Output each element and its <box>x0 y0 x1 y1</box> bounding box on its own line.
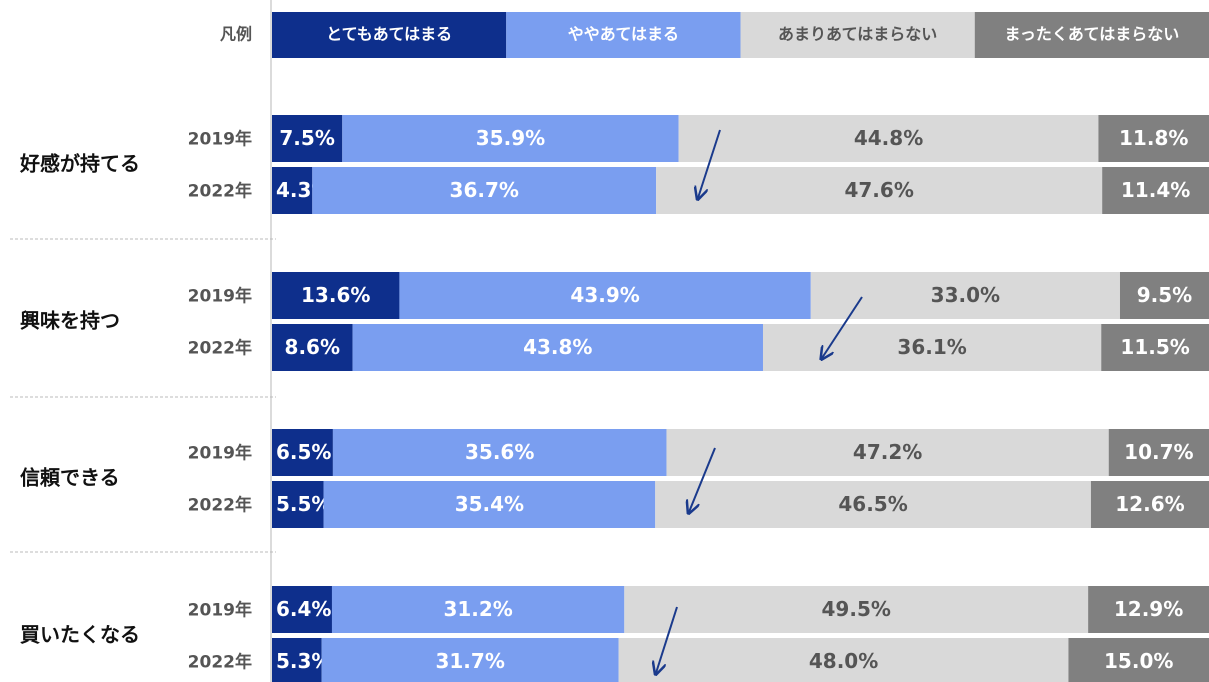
bar-segment <box>272 481 324 528</box>
data-label: 44.8% <box>854 126 923 150</box>
y-tick-label: 2022年 <box>188 181 252 202</box>
bar-segment <box>666 429 1109 476</box>
data-label: 43.9% <box>570 283 639 307</box>
data-label: 5.5% <box>276 492 331 516</box>
y-tick-label: 2022年 <box>188 495 252 516</box>
bar-segment <box>1090 481 1209 528</box>
marks: とてもあてはまる ややあてはまる あまりあてはまらない まったくあてはまらない好感が持… <box>19 12 1209 682</box>
bar-segment <box>1088 586 1209 633</box>
y-tick-label: 2022年 <box>188 652 252 673</box>
data-label: 36.7% <box>450 178 519 202</box>
legend-label: あまりあてはまらない <box>778 25 937 44</box>
group-label: 興味を持つ <box>20 309 120 333</box>
bar-segment <box>272 429 333 476</box>
arrow <box>656 606 678 673</box>
y-tick-label: 2022年 <box>188 338 252 359</box>
bar-segment <box>618 638 1069 682</box>
bar-segment <box>272 167 313 214</box>
bar-segment <box>352 324 763 371</box>
data-label: 8.6% <box>285 335 340 359</box>
bar-segment <box>1102 167 1209 214</box>
data-label: 15.0% <box>1104 649 1173 673</box>
data-label: 35.6% <box>465 440 534 464</box>
bar-segment <box>1098 115 1209 162</box>
y-tick-label: 2019年 <box>188 286 252 307</box>
bar-segment <box>678 115 1099 162</box>
bar-segment <box>272 586 332 633</box>
data-label: 49.5% <box>822 597 891 621</box>
legend-label: まったくあてはまらない <box>1005 25 1180 44</box>
bar-segment <box>272 115 343 162</box>
legend-swatch <box>974 12 1209 58</box>
bar-segment <box>331 586 625 633</box>
data-label: 35.4% <box>455 492 524 516</box>
legend-label: ややあてはまる <box>568 25 679 44</box>
data-label: 43.8% <box>523 335 592 359</box>
data-label: 36.1% <box>897 335 966 359</box>
legend-swatch <box>272 12 507 58</box>
bar-segment <box>810 272 1120 319</box>
data-label: 7.5% <box>279 126 334 150</box>
data-label: 31.2% <box>443 597 512 621</box>
data-label: 46.5% <box>838 492 907 516</box>
bar-segment <box>272 272 400 319</box>
data-label: 9.5% <box>1137 283 1192 307</box>
legend-label: とてもあてはまる <box>326 25 452 44</box>
data-label: 11.8% <box>1119 126 1188 150</box>
data-label: 6.5% <box>276 440 331 464</box>
bar-segment <box>312 167 657 214</box>
data-label: 33.0% <box>931 283 1000 307</box>
data-label: 12.6% <box>1115 492 1184 516</box>
bar-segment <box>1101 324 1209 371</box>
separators <box>10 238 276 553</box>
bar-segment <box>399 272 811 319</box>
y-tick-label: 2019年 <box>188 600 252 621</box>
legend-swatch <box>506 12 741 58</box>
data-label: 35.9% <box>476 126 545 150</box>
bar-segment <box>332 429 667 476</box>
arrow <box>689 447 716 512</box>
data-label: 12.9% <box>1114 597 1183 621</box>
data-label: 47.2% <box>853 440 922 464</box>
legend-swatch <box>740 12 975 58</box>
bar-segment <box>321 638 619 682</box>
y-tick-label: 2019年 <box>188 129 252 150</box>
y-tick-label: 2019年 <box>188 443 252 464</box>
data-label: 6.4% <box>276 597 331 621</box>
bar-segment <box>624 586 1089 633</box>
data-label: 13.6% <box>301 283 370 307</box>
bar-segment <box>1119 272 1209 319</box>
bar-segment <box>342 115 679 162</box>
legend-title: 凡例 <box>220 25 252 44</box>
data-label: 11.4% <box>1121 178 1190 202</box>
bar-segment <box>1068 638 1209 682</box>
arrow <box>822 296 863 358</box>
bar-segment <box>272 324 353 371</box>
group-label: 信頼できる <box>20 466 120 490</box>
arrow <box>698 129 721 198</box>
data-label: 10.7% <box>1124 440 1193 464</box>
group-label: 好感が持てる <box>19 152 140 176</box>
bar-segment <box>1108 429 1209 476</box>
bar-segment <box>656 167 1103 214</box>
bar-segment <box>323 481 656 528</box>
data-label: 47.6% <box>844 178 913 202</box>
data-label: 11.5% <box>1120 335 1189 359</box>
data-label: 48.0% <box>809 649 878 673</box>
bar-segment <box>272 638 322 682</box>
group-label: 買いたくなる <box>20 623 140 647</box>
bar-segment <box>655 481 1091 528</box>
data-label: 31.7% <box>435 649 504 673</box>
arrows <box>656 129 863 673</box>
